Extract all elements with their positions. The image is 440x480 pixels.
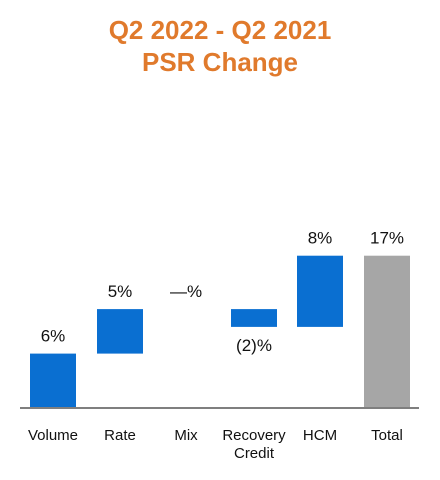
category-label-2-0: Mix (174, 427, 198, 444)
bar-3 (231, 309, 277, 327)
bar-1 (97, 309, 143, 354)
category-label-3-0: Recovery (222, 427, 286, 444)
category-label-5-0: Total (371, 427, 403, 444)
category-label-4-0: HCM (303, 427, 337, 444)
data-label-3: (2)% (236, 336, 272, 355)
data-label-2: —% (170, 282, 202, 301)
chart-title-line2: PSR Change (141, 47, 299, 77)
bar-5 (364, 255, 410, 407)
bar-0 (30, 353, 76, 407)
category-label-1-0: Rate (104, 427, 136, 444)
category-label-3-1: Credit (234, 445, 275, 462)
data-label-1: 5% (108, 282, 133, 301)
chart-title-line1: Q2 2022 - Q2 2021 (108, 15, 332, 45)
bar-4 (297, 255, 343, 327)
data-label-4: 8% (308, 229, 333, 248)
data-label-0: 6% (41, 327, 66, 346)
category-label-0-0: Volume (28, 427, 78, 444)
data-label-5: 17% (370, 229, 404, 248)
